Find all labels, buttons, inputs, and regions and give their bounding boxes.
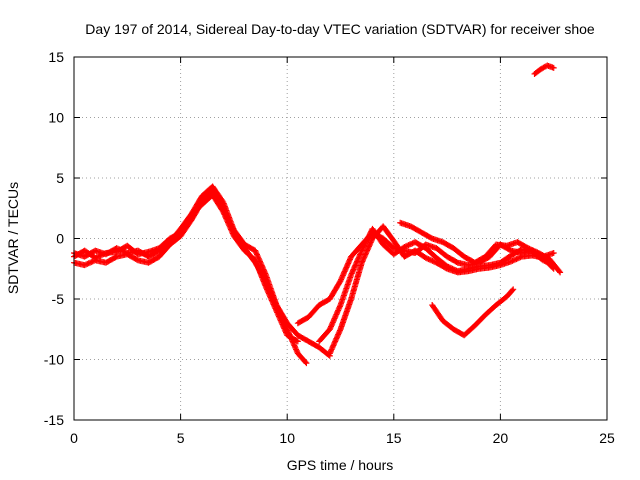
data-point	[550, 64, 557, 71]
y-tick-label: -5	[52, 291, 65, 307]
data-point	[510, 257, 517, 264]
data-point	[514, 255, 521, 262]
data-point	[527, 246, 534, 253]
data-point	[424, 255, 431, 262]
data-point	[402, 243, 409, 250]
data-point	[88, 259, 95, 266]
data-point	[525, 245, 532, 252]
data-point	[85, 260, 92, 267]
data-point	[84, 260, 91, 267]
data-point	[509, 287, 516, 294]
data-point	[303, 360, 310, 367]
x-tick-label: 20	[493, 430, 509, 446]
data-point	[529, 246, 536, 253]
data-point	[101, 250, 108, 257]
data-point	[89, 258, 96, 265]
data-point	[513, 256, 520, 263]
y-tick-label: 15	[48, 49, 64, 65]
y-tick-label: -15	[44, 412, 64, 428]
data-point	[404, 242, 411, 249]
data-point	[530, 247, 537, 254]
data-point	[401, 243, 408, 250]
data-point	[428, 257, 435, 264]
data-point	[531, 248, 538, 255]
data-point	[510, 286, 517, 293]
data-point	[425, 256, 432, 263]
data-point	[406, 241, 413, 248]
x-tick-label: 10	[279, 430, 295, 446]
data-point	[93, 254, 100, 261]
chart-title: Day 197 of 2014, Sidereal Day-to-day VTE…	[85, 21, 595, 37]
data-point	[81, 262, 88, 269]
y-tick-label: 0	[56, 231, 64, 247]
data-point	[517, 254, 524, 261]
data-point	[82, 261, 89, 268]
data-point	[508, 258, 515, 265]
data-point	[96, 253, 103, 260]
series-track-g	[397, 219, 564, 276]
tick-layer: 0 5 10 15 20 25 -15 -10 -5 0 5 10 15	[44, 49, 615, 446]
data-point	[426, 256, 433, 263]
y-axis-label: SDTVAR / TECUs	[5, 182, 21, 294]
data-point	[92, 254, 99, 261]
grid-layer	[74, 57, 607, 420]
data-point	[556, 268, 563, 275]
data-point	[430, 258, 437, 265]
data-point	[86, 259, 93, 266]
data-point	[408, 240, 415, 247]
data-point	[100, 251, 107, 258]
data-point	[98, 251, 105, 258]
x-tick-label: 25	[599, 430, 615, 446]
x-tick-label: 15	[386, 430, 402, 446]
y-tick-label: 10	[48, 110, 64, 126]
series-track-i	[531, 62, 557, 77]
data-point	[557, 269, 564, 276]
series-track-h	[429, 286, 517, 339]
data-point	[526, 245, 533, 252]
y-tick-label: 5	[56, 170, 64, 186]
y-tick-label: -10	[44, 352, 64, 368]
data-point	[405, 242, 412, 249]
data-point	[512, 256, 519, 263]
data-point	[509, 257, 516, 264]
data-point	[550, 250, 557, 257]
x-tick-label: 5	[177, 430, 185, 446]
data-point	[302, 359, 309, 366]
data-layer	[71, 62, 564, 367]
data-point	[533, 248, 540, 255]
data-point	[516, 254, 523, 261]
data-point	[294, 338, 301, 345]
data-point	[422, 254, 429, 261]
series-track-e	[316, 225, 557, 345]
data-point	[293, 337, 300, 344]
x-tick-label: 0	[70, 430, 78, 446]
x-axis-label: GPS time / hours	[287, 457, 394, 473]
data-point	[94, 253, 101, 260]
data-point	[429, 257, 436, 264]
series-track-c	[71, 191, 301, 345]
data-point	[97, 252, 104, 259]
